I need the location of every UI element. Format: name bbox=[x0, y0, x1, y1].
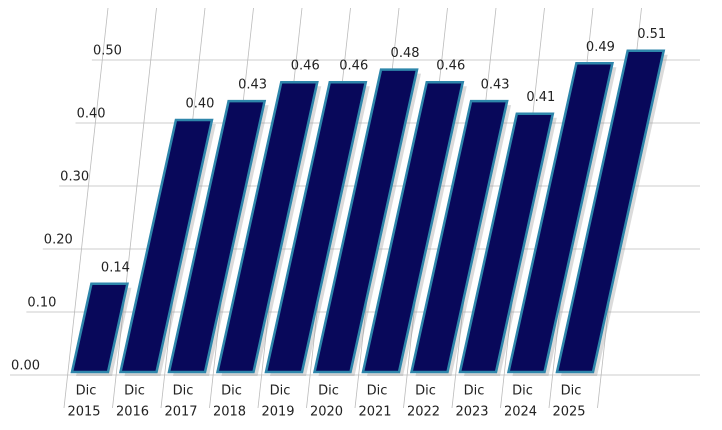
value-label: 0.46 bbox=[436, 59, 465, 74]
bar bbox=[458, 112, 555, 374]
y-tick-label: 0.30 bbox=[60, 170, 89, 185]
bar bbox=[312, 68, 419, 374]
value-label: 0.46 bbox=[339, 59, 368, 74]
bar bbox=[167, 99, 267, 374]
separator bbox=[63, 7, 109, 409]
x-tick-label: Dic bbox=[318, 384, 339, 399]
x-tick-label: Dic bbox=[76, 384, 97, 399]
x-tick-label: 2020 bbox=[310, 405, 343, 420]
value-label: 0.41 bbox=[526, 90, 555, 105]
value-label: 0.14 bbox=[101, 260, 130, 275]
bar bbox=[361, 80, 465, 374]
x-tick-label: Dic bbox=[464, 384, 485, 399]
bar bbox=[264, 80, 368, 374]
x-tick-label: Dic bbox=[173, 384, 194, 399]
value-label: 0.48 bbox=[391, 46, 420, 61]
x-tick-label: Dic bbox=[367, 384, 388, 399]
x-tick-label: Dic bbox=[124, 384, 145, 399]
bar bbox=[70, 282, 129, 374]
x-tick-label: 2019 bbox=[261, 405, 294, 420]
x-tick-label: 2021 bbox=[358, 405, 391, 420]
y-tick-label: 0.00 bbox=[11, 359, 40, 374]
value-label: 0.43 bbox=[481, 78, 510, 93]
bar bbox=[409, 99, 509, 374]
value-label: 0.40 bbox=[185, 97, 214, 112]
x-tick-label: 2017 bbox=[164, 405, 197, 420]
value-label: 0.46 bbox=[291, 59, 320, 74]
x-tick-label: 2025 bbox=[552, 405, 585, 420]
value-label: 0.51 bbox=[637, 27, 666, 42]
x-tick-label: Dic bbox=[415, 384, 436, 399]
bar bbox=[555, 49, 666, 374]
x-tick-label: Dic bbox=[221, 384, 242, 399]
x-tick-label: 2023 bbox=[455, 405, 488, 420]
y-tick-label: 0.10 bbox=[27, 296, 56, 311]
bar bbox=[506, 62, 614, 374]
separator bbox=[112, 7, 157, 409]
x-tick-label: Dic bbox=[561, 384, 582, 399]
x-tick-label: 2016 bbox=[116, 405, 149, 420]
x-tick-label: 2015 bbox=[67, 405, 100, 420]
y-tick-label: 0.40 bbox=[77, 107, 106, 122]
y-tick-label: 0.20 bbox=[44, 233, 73, 248]
x-tick-label: 2018 bbox=[213, 405, 246, 420]
x-tick-label: 2024 bbox=[504, 405, 537, 420]
value-label: 0.43 bbox=[238, 78, 267, 93]
bar bbox=[215, 80, 319, 374]
bar bbox=[118, 118, 214, 374]
x-tick-label: Dic bbox=[512, 384, 533, 399]
y-tick-label: 0.50 bbox=[93, 44, 122, 59]
x-tick-label: 2022 bbox=[407, 405, 440, 420]
value-label: 0.49 bbox=[586, 40, 615, 55]
x-tick-label: Dic bbox=[270, 384, 291, 399]
